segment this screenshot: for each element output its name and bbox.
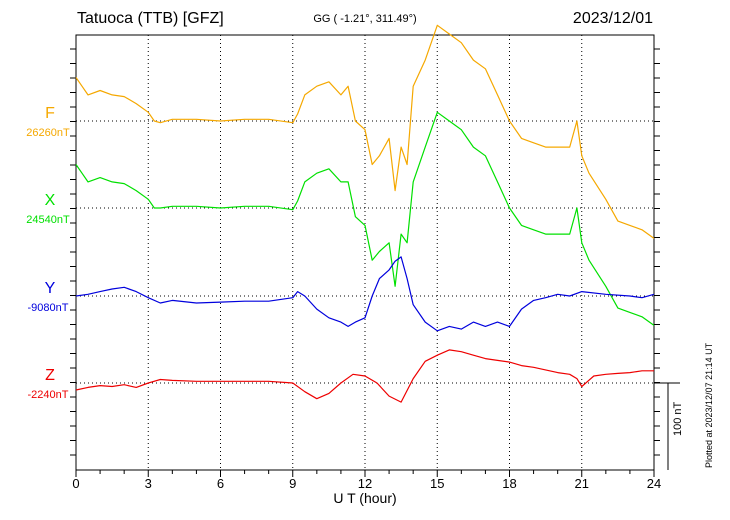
x-tick-label: 18 — [502, 476, 516, 491]
series-line-z — [75, 349, 654, 403]
plot-frame — [75, 34, 655, 471]
series-line-x — [75, 111, 655, 326]
baseline-label-z: -2240nT — [27, 389, 69, 401]
chart-title: Tatuoca (TTB) [GFZ] — [77, 10, 224, 27]
series-line-f — [75, 24, 655, 239]
x-tick-label: 9 — [289, 476, 296, 491]
component-label-z: Z — [45, 367, 55, 384]
x-tick-label: 6 — [217, 476, 224, 491]
chart-date: 2023/12/01 — [572, 10, 653, 27]
baseline-label-y: -9080nT — [27, 302, 69, 314]
series-line-y — [75, 256, 655, 332]
x-tick-label: 24 — [647, 476, 661, 491]
x-tick-label: 3 — [145, 476, 152, 491]
plotted-timestamp: Plotted at 2023/12/07 21:14 UT — [704, 342, 714, 468]
component-label-y: Y — [44, 280, 56, 297]
baseline-label-f: 26260nT — [26, 127, 70, 139]
component-label-x: X — [44, 192, 56, 209]
x-tick-label: 12 — [358, 476, 372, 491]
x-axis-label: U T (hour) — [333, 490, 397, 506]
x-tick-label: 0 — [72, 476, 79, 491]
baseline-label-x: 24540nT — [26, 214, 70, 226]
x-tick-label: 21 — [575, 476, 589, 491]
x-tick-label: 15 — [430, 476, 444, 491]
component-label-f: F — [45, 105, 55, 122]
station-coordinates: GG ( -1.21°, 311.49°) — [313, 13, 417, 25]
scale-bar-label: 100 nT — [672, 401, 684, 436]
